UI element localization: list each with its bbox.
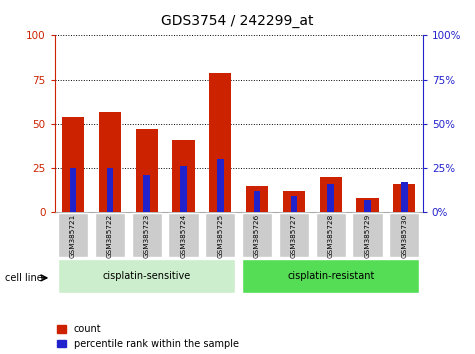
Bar <box>401 182 408 212</box>
Bar <box>180 166 187 212</box>
FancyBboxPatch shape <box>242 259 419 293</box>
Bar <box>143 175 150 212</box>
Bar <box>320 177 342 212</box>
Bar <box>217 159 224 212</box>
Bar <box>172 140 195 212</box>
Text: GSM385727: GSM385727 <box>291 213 297 258</box>
FancyBboxPatch shape <box>352 213 383 257</box>
Text: GSM385729: GSM385729 <box>364 213 370 258</box>
Bar <box>291 196 297 212</box>
FancyBboxPatch shape <box>389 213 419 257</box>
Bar <box>136 129 158 212</box>
Bar <box>70 168 76 212</box>
FancyBboxPatch shape <box>205 213 236 257</box>
Bar <box>356 198 379 212</box>
Text: GSM385725: GSM385725 <box>217 213 223 258</box>
Text: cisplatin-resistant: cisplatin-resistant <box>287 271 374 281</box>
Bar <box>246 186 268 212</box>
Text: cell line: cell line <box>5 273 42 283</box>
Bar <box>254 191 260 212</box>
Bar <box>364 200 371 212</box>
Text: GSM385723: GSM385723 <box>143 213 150 258</box>
Text: GSM385724: GSM385724 <box>180 213 187 258</box>
Text: GDS3754 / 242299_at: GDS3754 / 242299_at <box>161 14 314 28</box>
FancyBboxPatch shape <box>95 213 125 257</box>
Text: GSM385728: GSM385728 <box>328 213 334 258</box>
FancyBboxPatch shape <box>279 213 309 257</box>
Bar <box>209 73 231 212</box>
Bar <box>393 184 415 212</box>
FancyBboxPatch shape <box>58 213 88 257</box>
Text: GSM385730: GSM385730 <box>401 213 408 258</box>
FancyBboxPatch shape <box>168 213 199 257</box>
Bar <box>327 184 334 212</box>
Text: cisplatin-sensitive: cisplatin-sensitive <box>103 271 191 281</box>
Bar <box>62 117 84 212</box>
FancyBboxPatch shape <box>315 213 346 257</box>
Text: GSM385726: GSM385726 <box>254 213 260 258</box>
FancyBboxPatch shape <box>242 213 272 257</box>
Text: GSM385722: GSM385722 <box>107 213 113 258</box>
Bar <box>99 112 121 212</box>
Bar <box>106 168 113 212</box>
FancyBboxPatch shape <box>132 213 162 257</box>
Legend: count, percentile rank within the sample: count, percentile rank within the sample <box>57 324 238 349</box>
FancyBboxPatch shape <box>58 259 236 293</box>
Text: GSM385721: GSM385721 <box>70 213 76 258</box>
Bar <box>283 191 305 212</box>
